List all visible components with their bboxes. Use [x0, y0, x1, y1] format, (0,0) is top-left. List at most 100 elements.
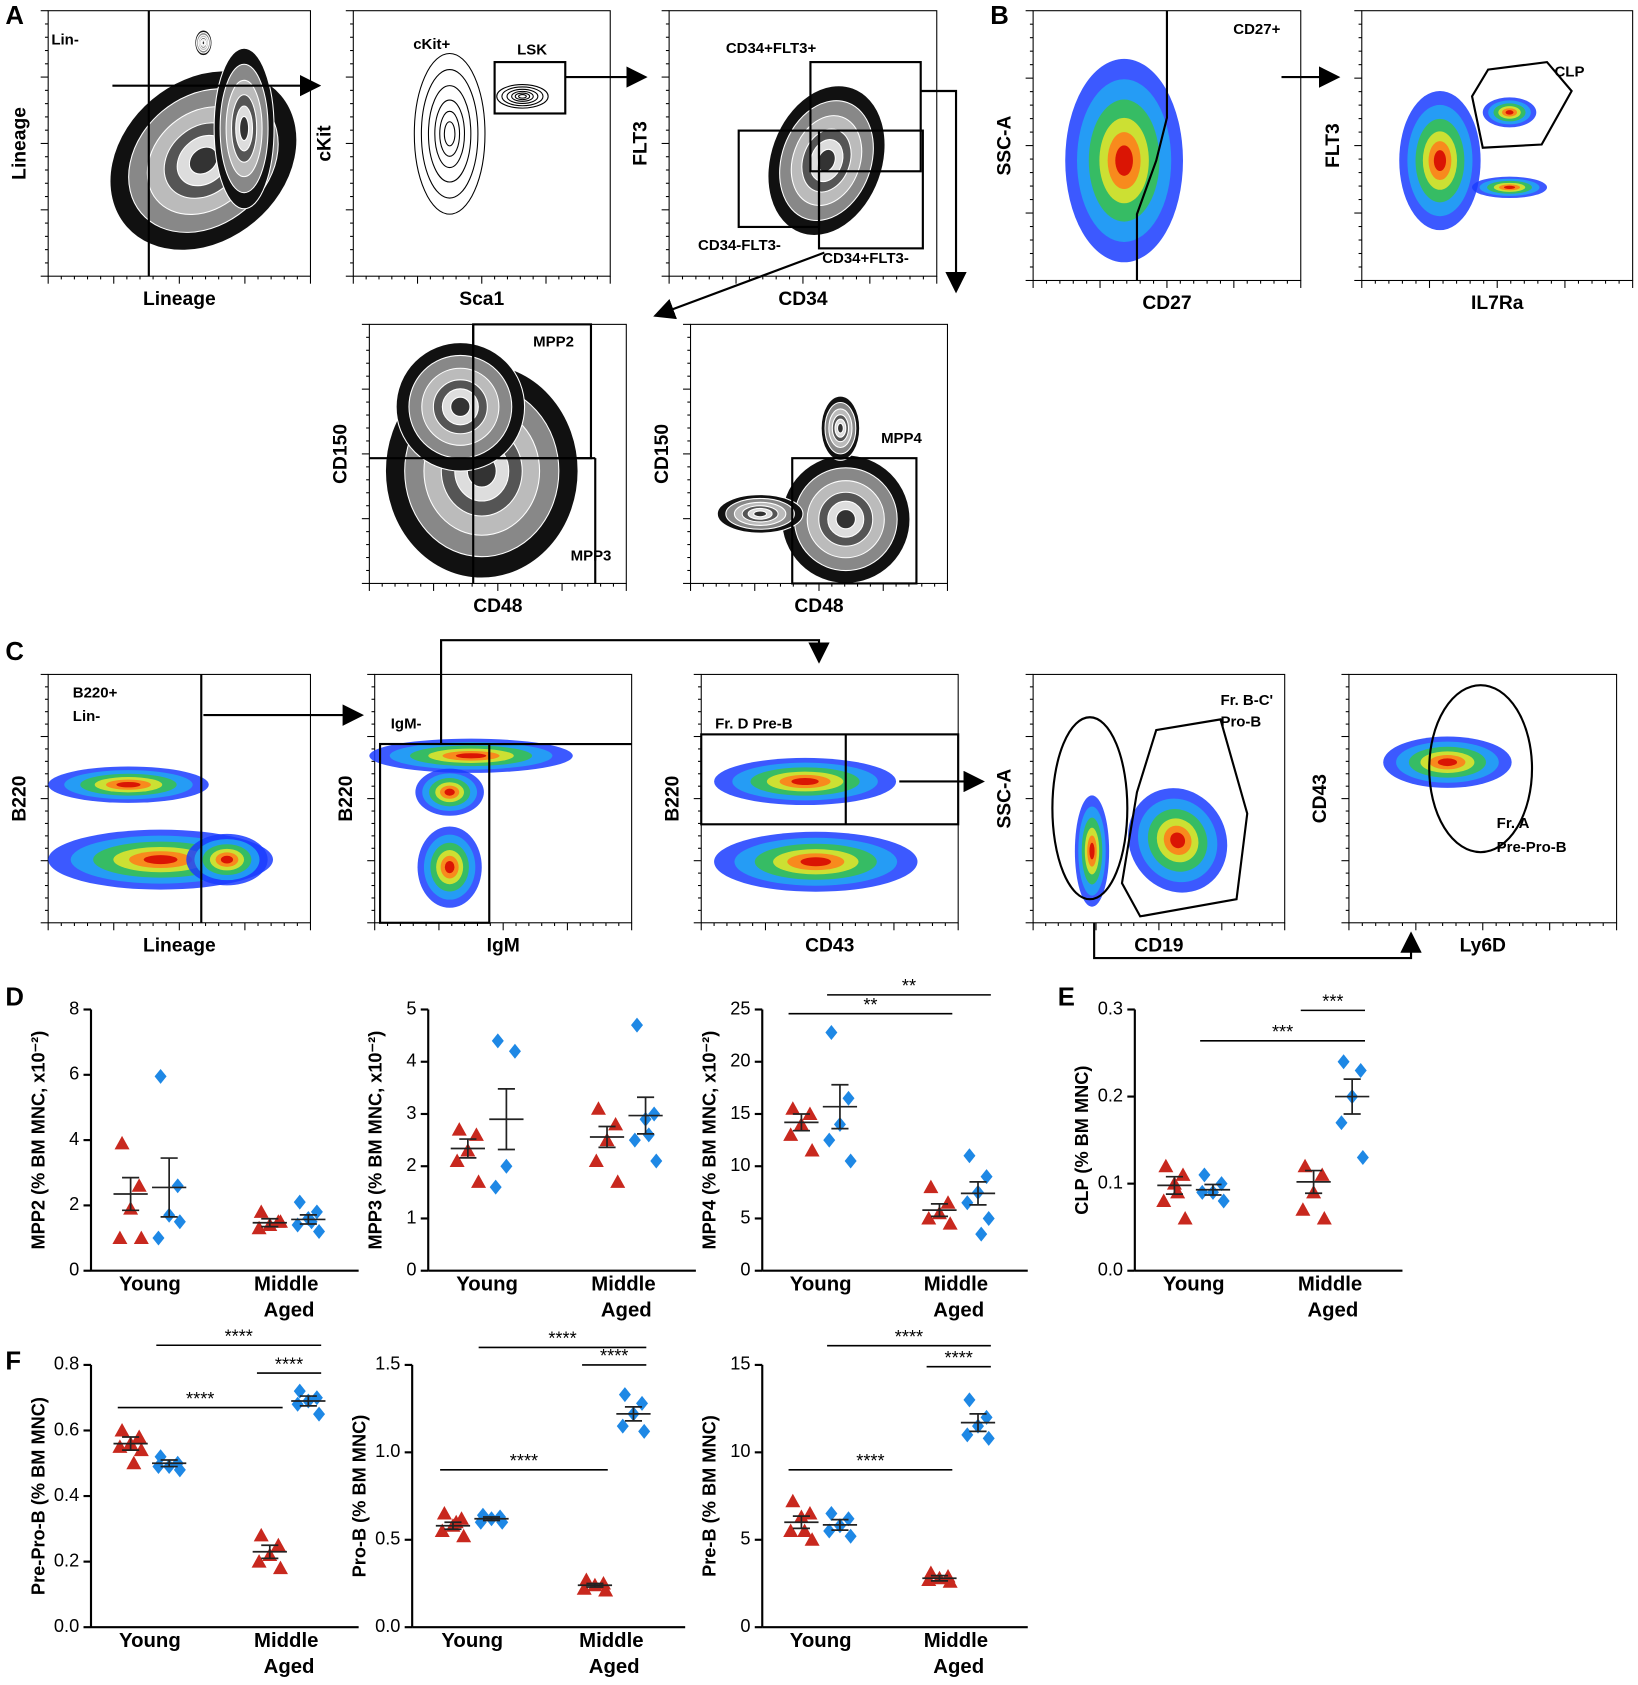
y-tick-label: 0.4: [54, 1485, 79, 1505]
data-point: [844, 1153, 857, 1169]
y-axis-label: CD43: [1310, 774, 1331, 824]
density-contour: [1089, 842, 1095, 860]
data-point: [305, 1214, 318, 1230]
data-point: [825, 1506, 838, 1522]
y-axis-label: FLT3: [1323, 123, 1344, 168]
data-point: [1175, 1167, 1191, 1181]
significance-label: ****: [275, 1354, 303, 1374]
data-point: [253, 1204, 269, 1218]
plot-frame: [374, 673, 633, 924]
data-point: [923, 1179, 939, 1194]
data-point: [844, 1528, 857, 1544]
data-point: [456, 1528, 472, 1543]
y-tick-label: 1: [406, 1207, 416, 1227]
gate-label: Lin-: [73, 708, 100, 725]
y-tick-label: 0.0: [54, 1616, 79, 1636]
x-axis-label: CD43: [805, 935, 855, 956]
data-point: [171, 1178, 184, 1194]
significance-label: ***: [1272, 1022, 1293, 1042]
y-tick-label: 15: [730, 1354, 750, 1374]
density-contour: [201, 40, 206, 46]
gate-label: CD34+FLT3+: [726, 40, 817, 57]
density-contour: [450, 396, 471, 417]
density-contour: [511, 90, 534, 102]
x-axis-label: CD48: [794, 596, 844, 617]
y-axis-label: SSC-A: [994, 769, 1015, 829]
data-point: [273, 1214, 288, 1228]
x-axis-label: CD34: [778, 289, 828, 310]
y-tick-label: 4: [69, 1129, 79, 1149]
density-contour: [1433, 150, 1447, 172]
y-axis-label: MPP4 (% BM MNC, x10⁻²): [700, 1031, 720, 1250]
data-point: [975, 1226, 988, 1242]
data-point: [491, 1033, 504, 1049]
data-point: [628, 1132, 641, 1148]
gate-label: Pro-B: [1220, 714, 1261, 731]
gate-label: CD34+FLT3-: [822, 250, 909, 267]
density-contour: [1437, 758, 1458, 767]
x-tick-label: Young: [1163, 1274, 1225, 1296]
x-tick-label: Young: [790, 1631, 852, 1653]
x-axis-label: CD19: [1134, 935, 1183, 956]
y-tick-label: 0.2: [1098, 1085, 1123, 1105]
gate-label: MPP2: [533, 334, 574, 351]
data-point: [1356, 1150, 1369, 1166]
y-tick-label: 20: [730, 1051, 750, 1071]
data-point: [598, 1582, 614, 1597]
data-point: [1337, 1054, 1350, 1070]
x-tick-label: Young: [119, 1631, 181, 1653]
gate-label: IgM-: [391, 716, 422, 733]
data-point: [489, 1179, 502, 1195]
x-tick-label: Middle Aged: [254, 1274, 324, 1322]
gates: [112, 10, 1573, 960]
data-point: [112, 1230, 128, 1245]
gate-label: Lin-: [51, 32, 78, 49]
y-axis-label: Pro-B (% BM MNC): [350, 1415, 370, 1578]
data-point: [251, 1554, 267, 1568]
data-point: [251, 1220, 267, 1235]
y-tick-label: 0.0: [375, 1616, 400, 1636]
panel-letter: D: [5, 984, 24, 1012]
data-point: [942, 1216, 958, 1230]
data-point: [273, 1560, 288, 1575]
y-axis-label: CD150: [331, 424, 352, 484]
y-tick-label: 0.6: [54, 1419, 79, 1439]
y-tick-label: 0: [740, 1260, 750, 1280]
data-point: [114, 1135, 130, 1150]
x-axis-label: CD27: [1142, 293, 1191, 314]
data-point: [1335, 1115, 1348, 1131]
y-tick-label: 10: [730, 1441, 750, 1461]
y-tick-label: 0: [69, 1260, 79, 1280]
gate-label: LSK: [517, 41, 547, 58]
y-tick-label: 3: [406, 1103, 416, 1123]
gate-label: Pre-Pro-B: [1497, 839, 1567, 856]
gate-label: CD34-FLT3-: [698, 237, 781, 254]
data-point: [963, 1148, 976, 1164]
y-tick-label: 0.2: [54, 1550, 79, 1570]
y-tick-label: 6: [69, 1064, 79, 1084]
data-point: [1198, 1167, 1211, 1183]
data-point: [823, 1132, 836, 1148]
gate-label: MPP3: [571, 548, 612, 565]
data-point: [961, 1427, 974, 1443]
y-axis-label: B220: [662, 776, 683, 822]
x-axis-label: Lineage: [143, 935, 216, 956]
density-contour: [514, 92, 531, 101]
y-tick-label: 15: [730, 1103, 750, 1123]
data-point: [293, 1194, 306, 1210]
panel-letter: E: [1058, 984, 1075, 1012]
y-tick-label: 0.1: [1098, 1172, 1123, 1192]
density-contour: [506, 88, 539, 104]
data-point: [133, 1230, 149, 1245]
significance-label: ****: [945, 1348, 973, 1368]
data-point: [804, 1532, 820, 1546]
x-axis-label: IL7Ra: [1471, 293, 1524, 314]
density-contour: [835, 509, 856, 530]
density-contour: [1505, 110, 1514, 115]
data-point: [648, 1106, 661, 1122]
density-contour: [116, 781, 141, 788]
density-contour: [439, 110, 461, 157]
density-contour: [501, 86, 544, 107]
x-tick-label: Young: [441, 1631, 503, 1653]
y-tick-label: 0.5: [375, 1529, 400, 1549]
